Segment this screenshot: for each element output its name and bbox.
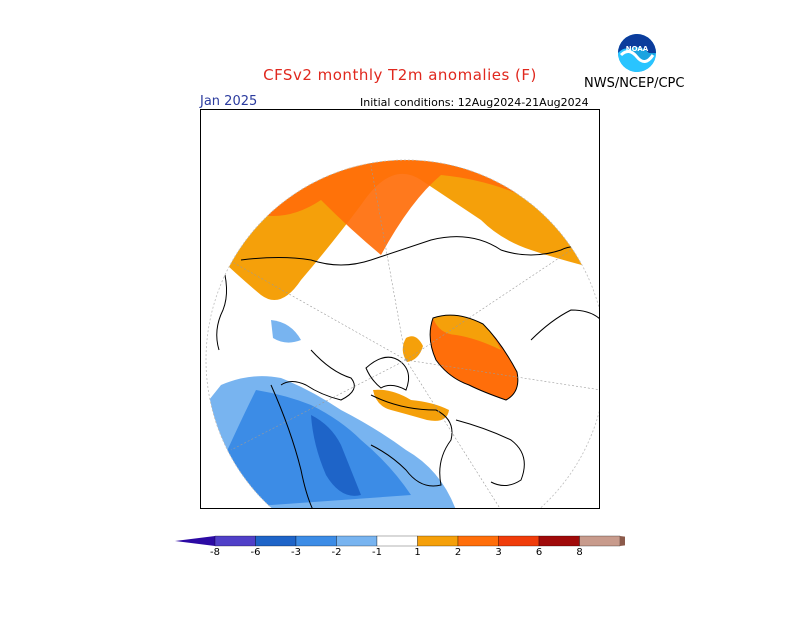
noaa-logo: NOAA xyxy=(617,33,657,73)
legend-tick-label: -1 xyxy=(372,547,382,558)
greenland-warm-edge xyxy=(433,315,501,350)
map-canvas xyxy=(205,159,599,508)
legend-swatch xyxy=(538,535,580,547)
coastline-greenland xyxy=(429,314,519,401)
legend-tick-label: 3 xyxy=(495,547,502,558)
legend-tick-label: -6 xyxy=(250,547,261,558)
coastline-labrador xyxy=(455,419,525,486)
legend-tick-label: 6 xyxy=(535,547,543,558)
legend-swatch xyxy=(376,535,418,547)
legend-tick-label: -3 xyxy=(291,547,301,558)
west-coast-blue xyxy=(271,320,301,343)
coastline-hudson-bay xyxy=(370,394,453,487)
color-legend xyxy=(175,533,660,553)
legend-swatch xyxy=(417,535,459,547)
graticule xyxy=(210,160,599,508)
legend-swatch xyxy=(214,535,256,547)
coastline-siberia xyxy=(240,236,599,266)
greenland-warm xyxy=(430,315,518,400)
noaa-logo-text: NOAA xyxy=(626,45,649,53)
coastline-europe xyxy=(530,309,599,341)
map-title: CFSv2 monthly T2m anomalies (F) xyxy=(263,66,537,84)
legend-swatch-left xyxy=(175,536,215,546)
legend-swatch-right xyxy=(620,536,660,546)
coastline-west-na xyxy=(270,384,314,508)
legend-tick-label: 1 xyxy=(414,547,421,558)
agency-label: NWS/NCEP/CPC xyxy=(584,76,685,91)
coastline-alaska xyxy=(280,349,355,401)
canada-warm-patch xyxy=(373,389,449,421)
legend-swatch xyxy=(579,535,621,547)
legend-swatch xyxy=(498,535,540,547)
anomaly-region-2f xyxy=(206,160,599,300)
legend-swatch xyxy=(255,535,297,547)
forecast-month: Jan 2025 xyxy=(200,94,258,109)
legend-tick-label: -8 xyxy=(210,547,220,558)
anomaly-region-3f xyxy=(206,160,599,255)
legend-tick-label: -2 xyxy=(331,547,342,558)
legend-swatch xyxy=(336,535,378,547)
legend-tick-label: 8 xyxy=(576,547,583,558)
legend-swatch xyxy=(457,535,499,547)
labrador-warm xyxy=(402,336,423,362)
legend-swatch xyxy=(295,535,337,547)
coastline-arctic-canada xyxy=(365,356,410,391)
anomaly-map xyxy=(200,109,600,509)
anomaly-region-minus3f xyxy=(311,415,361,496)
anomaly-region-minus2f xyxy=(206,390,411,508)
legend-tick-label: 2 xyxy=(454,547,462,558)
initial-conditions: Initial conditions: 12Aug2024-21Aug2024 xyxy=(360,96,589,109)
coastline-kamchatka xyxy=(216,259,227,351)
